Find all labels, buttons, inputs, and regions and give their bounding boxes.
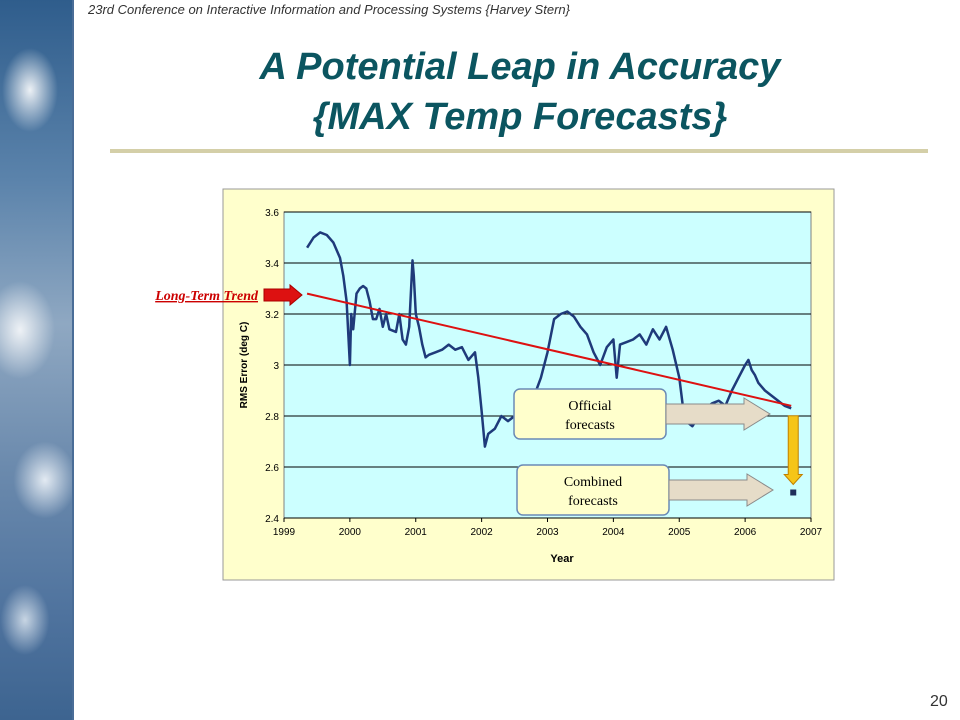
trend-line bbox=[306, 292, 792, 407]
trend-arrow-icon bbox=[263, 283, 303, 307]
y-tick-label: 2.4 bbox=[265, 514, 279, 525]
callout-label-line2: forecasts bbox=[568, 494, 618, 509]
x-axis-title: Year bbox=[550, 553, 574, 565]
x-tick-label: 2005 bbox=[668, 527, 691, 538]
y-tick-label: 3.4 bbox=[265, 259, 279, 270]
callout-label-line2: forecasts bbox=[565, 418, 615, 433]
callout-label-line1: Official bbox=[568, 399, 611, 414]
x-tick-label: 2004 bbox=[602, 527, 625, 538]
drop-arrow-icon bbox=[783, 415, 804, 486]
title-underline bbox=[110, 149, 928, 153]
y-tick-label: 3.2 bbox=[265, 310, 279, 321]
x-tick-label: 2002 bbox=[471, 527, 494, 538]
y-tick-label: 3.6 bbox=[265, 208, 279, 219]
combined-forecast-point bbox=[790, 489, 797, 496]
x-tick-label: 2007 bbox=[800, 527, 823, 538]
y-tick-label: 2.6 bbox=[265, 463, 279, 474]
conference-header: 23rd Conference on Interactive Informati… bbox=[88, 2, 570, 17]
y-tick-label: 3 bbox=[273, 361, 279, 372]
y-axis-title: RMS Error (deg C) bbox=[239, 322, 250, 409]
x-tick-label: 2006 bbox=[734, 527, 757, 538]
x-tick-label: 2003 bbox=[536, 527, 559, 538]
slide-title-line1: A Potential Leap in Accuracy bbox=[259, 46, 781, 88]
callout-arrow-icon bbox=[665, 397, 771, 431]
slide-title-line2: {MAX Temp Forecasts} bbox=[312, 96, 728, 138]
y-tick-label: 2.8 bbox=[265, 412, 279, 423]
sky-background bbox=[0, 0, 72, 720]
page-number: 20 bbox=[930, 693, 948, 710]
trend-label: Long-Term Trend bbox=[154, 289, 259, 304]
x-tick-label: 2000 bbox=[339, 527, 362, 538]
sidebar-border bbox=[72, 0, 74, 720]
x-tick-label: 2001 bbox=[405, 527, 428, 538]
x-tick-label: 1999 bbox=[273, 527, 296, 538]
callout-label-line1: Combined bbox=[564, 475, 622, 490]
callout-arrow-icon bbox=[668, 473, 774, 507]
